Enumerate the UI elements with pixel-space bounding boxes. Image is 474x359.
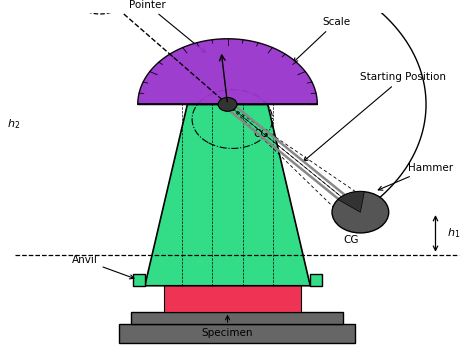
Text: $h_1$: $h_1$ (447, 227, 461, 240)
Text: Specimen: Specimen (202, 316, 253, 338)
FancyBboxPatch shape (119, 324, 355, 343)
Text: $h_2$: $h_2$ (7, 117, 20, 131)
Polygon shape (310, 274, 322, 286)
Polygon shape (145, 104, 310, 286)
Polygon shape (133, 274, 145, 286)
Text: Starting Position: Starting Position (304, 72, 446, 161)
Text: Pointer: Pointer (129, 0, 206, 53)
FancyBboxPatch shape (131, 312, 343, 324)
Text: Anvil: Anvil (72, 255, 134, 279)
Text: CG: CG (343, 235, 359, 245)
Polygon shape (138, 39, 318, 104)
Wedge shape (338, 191, 365, 212)
Text: Hammer: Hammer (378, 163, 453, 190)
Text: CG: CG (253, 129, 268, 139)
Text: Scale: Scale (293, 17, 350, 62)
Polygon shape (164, 284, 301, 312)
Circle shape (218, 98, 237, 111)
Text: End of
Swing: End of Swing (0, 358, 1, 359)
Circle shape (332, 191, 389, 233)
